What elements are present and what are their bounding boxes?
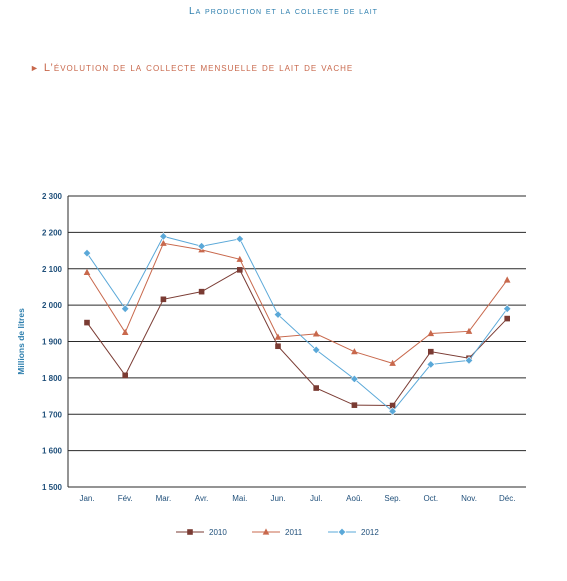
y-tick-label: 1 700 bbox=[42, 410, 63, 419]
data-point-diamond bbox=[235, 234, 245, 244]
data-point-triangle bbox=[389, 359, 396, 366]
data-point-square bbox=[160, 296, 167, 303]
data-point-diamond bbox=[120, 304, 130, 313]
x-tick-label: Sep. bbox=[384, 494, 400, 503]
data-point-triangle bbox=[236, 255, 244, 262]
legend-item-2010: 2010 bbox=[176, 528, 227, 537]
x-tick-label: Avr. bbox=[195, 494, 209, 503]
legend-label: 2010 bbox=[209, 528, 227, 537]
series-2011 bbox=[83, 239, 511, 366]
x-tick-label: Jan. bbox=[79, 494, 94, 503]
data-point-diamond bbox=[273, 310, 283, 319]
data-point-diamond bbox=[82, 248, 92, 258]
legend-label: 2012 bbox=[361, 528, 379, 537]
data-point-diamond bbox=[350, 374, 359, 384]
y-tick-label: 1 600 bbox=[42, 447, 63, 456]
data-point-triangle bbox=[351, 348, 358, 355]
page-header: La production et la collecte de lait bbox=[189, 6, 378, 17]
data-point-diamond bbox=[388, 407, 397, 416]
axes: 1 500 1 600 1 700 1 800 1 900 2 000 2 100 2 200… bbox=[16, 192, 515, 503]
data-point-diamond bbox=[464, 356, 474, 365]
data-point-square bbox=[313, 385, 319, 391]
x-tick-label: Mai. bbox=[232, 494, 247, 503]
x-tick-label: Fév. bbox=[118, 494, 133, 503]
series-line-2012 bbox=[86, 235, 508, 413]
data-point-triangle bbox=[465, 327, 473, 334]
legend-marker-diamond bbox=[337, 527, 347, 537]
legend: 2010 2011 2012 bbox=[176, 527, 379, 537]
legend-marker-square bbox=[187, 529, 193, 535]
data-point-square bbox=[237, 267, 243, 273]
y-tick-label: 2 300 bbox=[42, 192, 63, 201]
data-point-diamond bbox=[426, 360, 436, 369]
data-point-diamond bbox=[197, 241, 206, 251]
legend-item-2012: 2012 bbox=[328, 527, 379, 537]
y-tick-label: 2 100 bbox=[42, 265, 63, 274]
data-point-triangle bbox=[121, 328, 129, 336]
series-line-2010 bbox=[86, 269, 508, 407]
data-point-diamond bbox=[311, 345, 321, 355]
data-point-triangle bbox=[503, 276, 511, 283]
data-point-square bbox=[504, 315, 510, 322]
x-tick-label: Jun. bbox=[270, 494, 285, 503]
data-point-triangle bbox=[427, 329, 435, 337]
chart-subtitle: L’évolution de la collecte mensuelle de … bbox=[43, 62, 354, 74]
y-tick-label: 1 900 bbox=[42, 338, 63, 347]
series-2012 bbox=[82, 232, 512, 416]
series-lines bbox=[82, 232, 512, 416]
x-tick-label: Nov. bbox=[461, 494, 477, 503]
x-tick-label: Mar. bbox=[156, 494, 172, 503]
data-point-square bbox=[84, 319, 90, 326]
y-axis-title: Millions de litres bbox=[16, 308, 26, 375]
x-tick-label: Jul. bbox=[310, 494, 322, 503]
data-point-square bbox=[198, 288, 205, 295]
x-tick-label: Oct. bbox=[423, 494, 438, 503]
data-point-triangle bbox=[83, 268, 91, 275]
data-point-triangle bbox=[160, 239, 167, 246]
data-point-diamond bbox=[502, 304, 512, 313]
chart-subtitle-row: ► L’évolution de la collecte mensuelle de… bbox=[30, 62, 353, 74]
y-tick-label: 2 000 bbox=[42, 301, 63, 310]
legend-item-2011: 2011 bbox=[252, 528, 303, 537]
y-tick-label: 1 800 bbox=[42, 374, 63, 383]
data-point-square bbox=[275, 343, 281, 350]
arrow-marker-icon: ► bbox=[30, 63, 40, 73]
series-2010 bbox=[84, 267, 510, 409]
data-point-triangle bbox=[274, 333, 282, 340]
data-point-diamond bbox=[159, 232, 168, 241]
gridlines bbox=[68, 195, 526, 488]
legend-marker-triangle bbox=[262, 528, 270, 535]
y-tick-label: 2 200 bbox=[42, 228, 63, 237]
data-point-square bbox=[351, 402, 358, 408]
x-tick-label: Aoû. bbox=[346, 494, 362, 503]
data-point-square bbox=[122, 372, 128, 379]
data-point-square bbox=[428, 348, 434, 355]
data-point-triangle bbox=[312, 330, 320, 337]
series-line-2011 bbox=[86, 242, 508, 364]
y-tick-label: 1 500 bbox=[42, 483, 63, 492]
x-tick-label: Déc. bbox=[499, 494, 515, 503]
legend-label: 2011 bbox=[285, 528, 303, 537]
data-point-square bbox=[389, 402, 396, 409]
